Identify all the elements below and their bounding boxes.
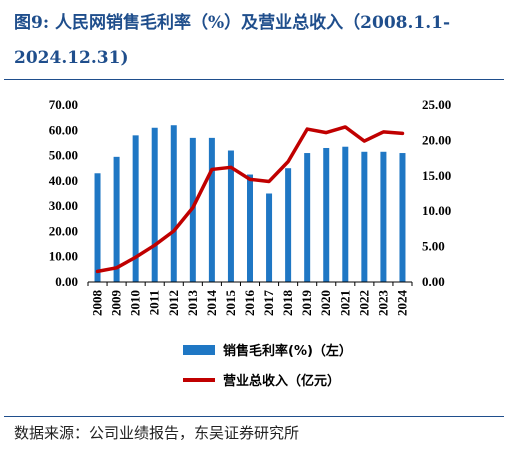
x-tick-label-2018: 2018 xyxy=(280,290,295,317)
x-tick-label-2012: 2012 xyxy=(166,290,181,316)
bar-2017 xyxy=(266,193,273,282)
y-left-tick-label: 60.00 xyxy=(49,122,78,137)
y-right-tick-label: 5.00 xyxy=(422,239,445,254)
axes xyxy=(87,281,413,286)
x-tick-label-2017: 2017 xyxy=(261,290,276,317)
title-divider xyxy=(4,79,504,80)
x-tick-label-2010: 2010 xyxy=(128,290,143,316)
bar-2009 xyxy=(113,156,120,282)
bar-2016 xyxy=(247,174,253,282)
y-left-tick-label: 70.00 xyxy=(49,97,78,112)
bar-2014 xyxy=(208,137,215,282)
x-tick-label-2022: 2022 xyxy=(356,290,371,316)
x-tick-label-2014: 2014 xyxy=(204,290,219,317)
y-left-tick-label: 40.00 xyxy=(49,173,78,188)
x-tick-label-2020: 2020 xyxy=(318,290,333,316)
y-left-tick-label: 50.00 xyxy=(49,148,78,163)
legend: 销售毛利率(%)（左） 营业总收入（亿元） xyxy=(183,343,352,389)
y-right-tick-label: 20.00 xyxy=(422,132,451,147)
source-note: 数据来源：公司业绩报告，东吴证券研究所 xyxy=(14,424,300,442)
bar-2015 xyxy=(227,150,234,282)
bar-2018 xyxy=(285,168,292,282)
bar-2023 xyxy=(380,151,387,282)
y-left-tick-label: 10.00 xyxy=(49,249,78,264)
x-tick-label-2023: 2023 xyxy=(375,290,390,317)
x-tick-label-2024: 2024 xyxy=(394,290,409,317)
bar-2011 xyxy=(151,127,158,282)
chart: 0.00 10.00 20.00 30.00 40.00 50.00 60.00 70.00 0… xyxy=(49,97,452,389)
chart-title: 图9: 人民网销售毛利率（%）及营业总收入（2008.1.1-2024.12.3… xyxy=(14,13,451,68)
bar-2008 xyxy=(94,173,101,282)
legend-bar-swatch xyxy=(183,345,215,355)
bar-2020 xyxy=(323,147,330,282)
bar-2021 xyxy=(342,146,349,282)
tick-labels: 0.00 10.00 20.00 30.00 40.00 50.00 60.00 70.00 0… xyxy=(49,97,452,316)
bar-2010 xyxy=(132,135,139,282)
x-tick-label-2008: 2008 xyxy=(90,290,105,317)
y-left-tick-label: 20.00 xyxy=(49,223,78,238)
legend-line-label: 营业总收入（亿元） xyxy=(223,373,340,389)
y-right-tick-label: 15.00 xyxy=(422,168,451,183)
x-tick-label-2015: 2015 xyxy=(223,290,238,317)
y-left-tick-label: 0.00 xyxy=(55,274,78,289)
bar-2024 xyxy=(399,153,406,282)
x-tick-label-2013: 2013 xyxy=(185,290,200,317)
x-tick-label-2011: 2011 xyxy=(147,290,162,315)
x-tick-label-2021: 2021 xyxy=(337,290,352,316)
y-left-tick-label: 30.00 xyxy=(49,198,78,213)
x-tick-label-2016: 2016 xyxy=(242,290,257,317)
line-series xyxy=(95,125,405,274)
x-tick-label-2009: 2009 xyxy=(109,290,124,317)
bar-2022 xyxy=(361,151,368,282)
legend-bar-label: 销售毛利率(%)（左） xyxy=(223,343,352,359)
x-tick-label-2019: 2019 xyxy=(299,290,314,317)
source-divider xyxy=(4,416,504,417)
bar-2019 xyxy=(304,153,311,282)
y-right-tick-label: 25.00 xyxy=(422,97,451,112)
bar-series xyxy=(94,125,406,282)
bar-2012 xyxy=(170,125,177,282)
y-right-tick-label: 0.00 xyxy=(422,274,445,289)
y-right-tick-label: 10.00 xyxy=(422,203,451,218)
